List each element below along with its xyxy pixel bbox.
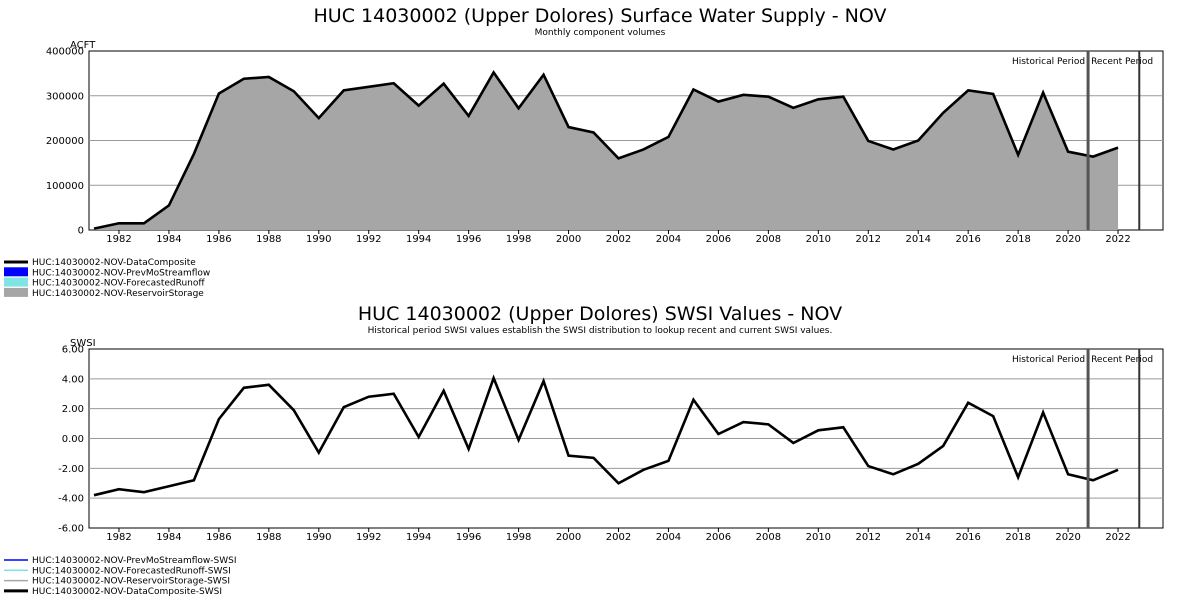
swsi-y-tick-label: 6.00 — [62, 345, 84, 356]
swsi-x-tick-label: 2022 — [1105, 532, 1130, 543]
swsi-x-tick-label: 1986 — [206, 532, 231, 543]
swsi-x-tick-label: 1998 — [506, 532, 531, 543]
swsi-y-tick-label: 4.00 — [62, 374, 84, 385]
swsi-x-tick-label: 2020 — [1055, 532, 1080, 543]
supply-x-tick-label: 1998 — [506, 234, 531, 245]
supply-recent-period-label: Recent Period — [1091, 57, 1153, 67]
swsi-x-tick-label: 2014 — [906, 532, 931, 543]
supply-chart-title: HUC 14030002 (Upper Dolores) Surface Wat… — [314, 5, 887, 27]
swsi-x-tick-label: 2018 — [1005, 532, 1030, 543]
supply-chart-subtitle: Monthly component volumes — [535, 28, 666, 38]
swsi-series-line-0 — [93, 374, 1119, 497]
supply-chart-y-axis-label: ACFT — [70, 40, 96, 51]
swsi-x-tick-label: 2008 — [756, 532, 781, 543]
supply-x-tick-label: 2022 — [1105, 234, 1130, 245]
supply-legend-label: HUC:14030002-NOV-DataComposite — [32, 258, 196, 268]
supply-y-tick-label: 0 — [78, 226, 84, 237]
supply-series-line-1 — [93, 70, 1119, 230]
supply-x-tick-label: 2008 — [756, 234, 781, 245]
supply-x-tick-label: 2010 — [806, 234, 831, 245]
swsi-chart-y-axis-label: SWSI — [70, 338, 96, 349]
supply-x-tick-label: 1994 — [406, 234, 431, 245]
swsi-x-tick-label: 2006 — [706, 532, 731, 543]
supply-x-tick-label: 1996 — [456, 234, 481, 245]
supply-x-tick-label: 2018 — [1005, 234, 1030, 245]
swsi-chart-subtitle: Historical period SWSI values establish … — [368, 326, 833, 336]
supply-historical-period-label: Historical Period — [1012, 57, 1085, 67]
supply-x-tick-label: 1986 — [206, 234, 231, 245]
supply-y-tick-label: 100000 — [46, 181, 84, 192]
supply-x-tick-label: 2014 — [906, 234, 931, 245]
supply-x-tick-label: 2004 — [656, 234, 681, 245]
swsi-chart-title: HUC 14030002 (Upper Dolores) SWSI Values… — [358, 303, 842, 325]
supply-chart: HUC 14030002 (Upper Dolores) Surface Wat… — [4, 5, 1164, 299]
swsi-x-tick-label: 1994 — [406, 532, 431, 543]
supply-x-tick-label: 1982 — [106, 234, 131, 245]
supply-x-tick-label: 2012 — [856, 234, 881, 245]
supply-legend-label: HUC:14030002-NOV-ForecastedRunoff — [32, 279, 205, 289]
swsi-legend-label: HUC:14030002-NOV-ForecastedRunoff-SWSI — [32, 566, 231, 576]
supply-series-area-0 — [93, 72, 1119, 230]
swsi-x-tick-label: 2010 — [806, 532, 831, 543]
supply-legend-label: HUC:14030002-NOV-PrevMoStreamflow — [32, 268, 210, 278]
swsi-x-tick-label: 1982 — [106, 532, 131, 543]
supply-legend-swatch — [4, 287, 28, 297]
supply-y-tick-label: 200000 — [46, 136, 84, 147]
swsi-x-tick-label: 2000 — [556, 532, 581, 543]
supply-y-tick-label: 300000 — [46, 91, 84, 102]
swsi-x-tick-label: 2004 — [656, 532, 681, 543]
swsi-recent-period-label: Recent Period — [1091, 355, 1153, 365]
supply-legend-label: HUC:14030002-NOV-ReservoirStorage — [32, 289, 204, 299]
supply-x-tick-label: 1992 — [356, 234, 381, 245]
supply-x-tick-label: 1984 — [156, 234, 181, 245]
supply-x-tick-label: 2006 — [706, 234, 731, 245]
swsi-x-tick-label: 1992 — [356, 532, 381, 543]
swsi-x-tick-label: 2002 — [606, 532, 631, 543]
swsi-chart: HUC 14030002 (Upper Dolores) SWSI Values… — [4, 303, 1164, 597]
swsi-x-tick-label: 2016 — [955, 532, 980, 543]
supply-x-tick-label: 1990 — [306, 234, 331, 245]
swsi-historical-period-label: Historical Period — [1012, 355, 1085, 365]
supply-legend-swatch — [4, 277, 28, 287]
supply-x-tick-label: 2000 — [556, 234, 581, 245]
supply-y-tick-label: 400000 — [46, 47, 84, 58]
supply-legend-swatch — [4, 267, 28, 277]
supply-x-tick-label: 2020 — [1055, 234, 1080, 245]
supply-x-tick-label: 2002 — [606, 234, 631, 245]
swsi-x-tick-label: 1990 — [306, 532, 331, 543]
swsi-x-tick-label: 1988 — [256, 532, 281, 543]
swsi-y-tick-label: 2.00 — [62, 404, 84, 415]
swsi-x-tick-label: 1984 — [156, 532, 181, 543]
swsi-y-tick-label: -2.00 — [58, 464, 84, 475]
swsi-y-tick-label: 0.00 — [62, 434, 84, 445]
swsi-x-tick-label: 2012 — [856, 532, 881, 543]
swsi-legend-label: HUC:14030002-NOV-DataComposite-SWSI — [32, 587, 222, 597]
swsi-y-tick-label: -4.00 — [58, 494, 84, 505]
supply-x-tick-label: 1988 — [256, 234, 281, 245]
swsi-x-tick-label: 1996 — [456, 532, 481, 543]
supply-x-tick-label: 2016 — [955, 234, 980, 245]
swsi-legend-label: HUC:14030002-NOV-ReservoirStorage-SWSI — [32, 577, 230, 587]
swsi-legend-label: HUC:14030002-NOV-PrevMoStreamflow-SWSI — [32, 556, 237, 566]
swsi-y-tick-label: -6.00 — [58, 524, 84, 535]
